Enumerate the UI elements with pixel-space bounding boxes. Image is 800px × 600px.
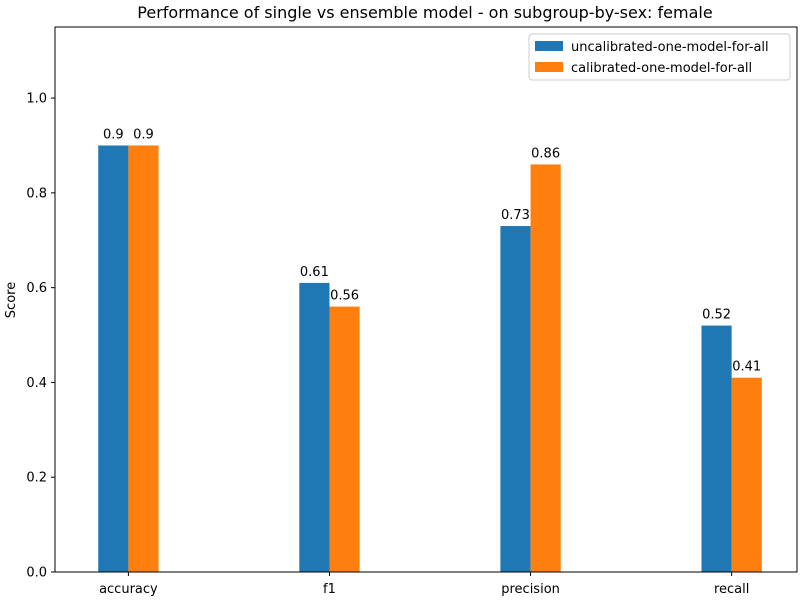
bar-recall-series-0 [701, 325, 732, 572]
bar-value-label: 0.73 [501, 208, 530, 223]
chart-title: Performance of single vs ensemble model … [137, 3, 712, 22]
bar-value-label: 0.9 [103, 127, 124, 142]
legend-swatch-0 [535, 41, 563, 51]
y-axis: 0.0 0.2 0.4 0.6 0.8 1.0 [26, 92, 55, 581]
legend-swatch-1 [535, 62, 563, 72]
y-tick-label: 0.2 [26, 471, 47, 486]
x-tick-label-f1: f1 [323, 582, 336, 597]
bar-value-label: 0.61 [300, 265, 329, 280]
bar-recall-series-1 [731, 377, 762, 572]
bar-value-label: 0.52 [702, 308, 731, 323]
legend: uncalibrated-one-model-for-all calibrated… [528, 33, 791, 81]
x-tick-label-accuracy: accuracy [99, 582, 158, 597]
y-tick-label: 0.4 [26, 376, 47, 391]
legend-label-0: uncalibrated-one-model-for-all [571, 40, 769, 55]
bar-value-label: 0.56 [330, 289, 359, 304]
x-tick-label-recall: recall [714, 582, 749, 597]
bar-f1-series-0 [299, 282, 330, 572]
bar-precision-series-0 [500, 226, 531, 573]
legend-box [528, 33, 791, 81]
y-tick-label: 0.6 [26, 281, 47, 296]
y-tick-label: 0.0 [26, 566, 47, 581]
legend-label-1: calibrated-one-model-for-all [571, 61, 752, 76]
x-axis: accuracy f1 precision recall [99, 572, 749, 597]
bar-accuracy-series-0 [98, 145, 129, 572]
x-tick-label-precision: precision [501, 582, 560, 597]
axes-frame [54, 26, 798, 573]
bar-accuracy-series-1 [128, 145, 159, 572]
bar-precision-series-1 [530, 164, 561, 572]
plot-area: 0.9 0.61 0.73 0.52 0.9 0.56 0.86 0.41 [54, 26, 798, 573]
y-tick-label: 0.8 [26, 186, 47, 201]
y-axis-label: Score [4, 282, 19, 318]
bar-f1-series-1 [329, 306, 360, 572]
y-tick-label: 1.0 [26, 92, 47, 107]
bar-value-label: 0.9 [133, 127, 154, 142]
bar-value-label: 0.41 [732, 360, 761, 375]
bar-value-label: 0.86 [531, 146, 560, 161]
